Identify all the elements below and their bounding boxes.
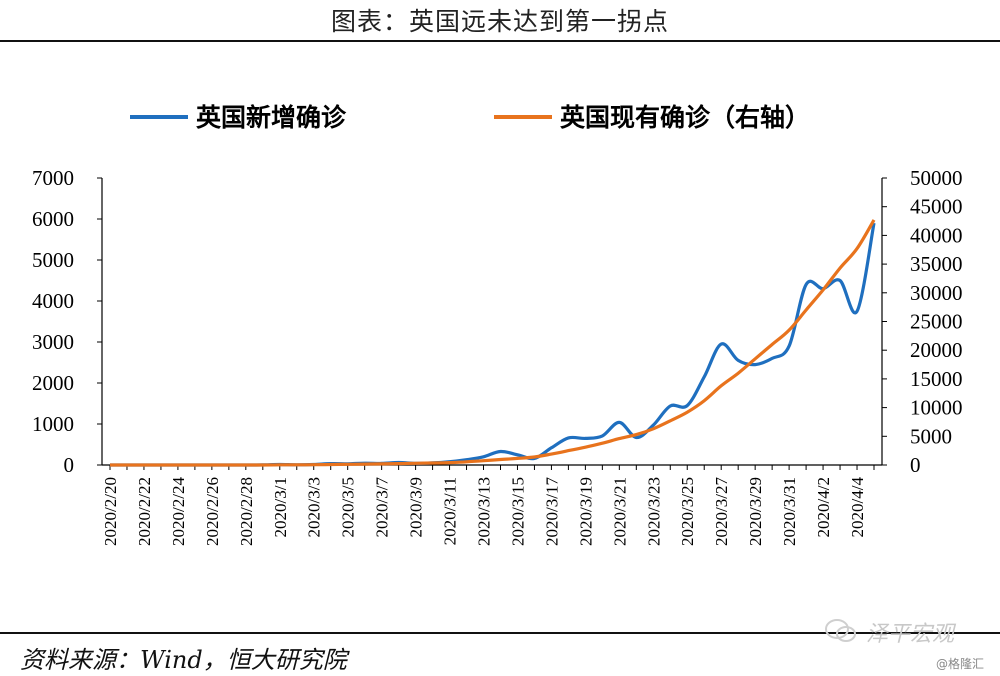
x-tick-label: 2020/3/3 [305,477,324,537]
y-left-tick-label: 7000 [32,166,74,190]
x-tick-label: 2020/3/17 [542,477,561,546]
y-right-tick-label: 10000 [910,396,963,420]
y-right-tick-label: 0 [910,453,921,477]
x-tick-label: 2020/2/22 [135,477,154,546]
x-tick-label: 2020/4/2 [814,477,833,537]
y-right-tick-label: 35000 [910,252,963,276]
y-right-tick-label: 25000 [910,310,963,334]
x-tick-label: 2020/3/13 [475,477,494,546]
x-tick-label: 2020/3/27 [712,477,731,546]
x-tick-label: 2020/3/15 [508,477,527,546]
x-tick-label: 2020/2/24 [169,477,188,546]
x-tick-label: 2020/3/9 [407,477,426,537]
credit-label: @格隆汇 [936,657,985,671]
legend-label-active-cases: 英国现有确诊（右轴） [560,103,810,132]
x-tick-label: 2020/3/29 [746,477,765,546]
x-tick-label: 2020/3/23 [644,477,663,546]
y-left-tick-label: 0 [64,453,75,477]
x-tick-label: 2020/2/28 [237,477,256,546]
y-right-tick-label: 15000 [910,367,963,391]
y-right-tick-label: 5000 [910,424,952,448]
x-tick-label: 2020/3/7 [373,477,392,538]
series-line-new-cases [110,222,876,467]
y-left-tick-label: 1000 [32,412,74,436]
y-right-tick-label: 40000 [910,223,963,247]
footer-divider [0,632,1000,634]
y-left-tick-label: 4000 [32,289,74,313]
x-tick-label: 2020/3/11 [441,477,460,545]
source-note: 资料来源：Wind，恒大研究院 [20,646,347,674]
x-tick-label: 2020/3/1 [271,477,290,537]
x-tick-label: 2020/4/4 [848,477,867,538]
y-right-tick-label: 20000 [910,338,963,362]
x-tick-label: 2020/2/20 [101,477,120,546]
y-left-tick-label: 2000 [32,371,74,395]
plot-area [110,219,876,467]
x-tick-label: 2020/3/31 [780,477,799,546]
x-tick-label: 2020/3/5 [339,477,358,537]
title-divider [0,40,1000,42]
legend-label-new-cases: 英国新增确诊 [196,103,347,132]
x-tick-label: 2020/2/26 [203,477,222,546]
x-tick-label: 2020/3/25 [678,477,697,546]
y-right-tick-label: 45000 [910,195,963,219]
y-left-tick-label: 6000 [32,207,74,231]
y-right-tick-label: 30000 [910,281,963,305]
watermark: 泽平宏观 [866,622,955,647]
legend: 英国新增确诊 英国现有确诊（右轴） [130,103,810,132]
chart-title: 图表：英国远未达到第一拐点 [330,7,669,36]
chart-canvas: 英国新增确诊 英国现有确诊（右轴） 0 1000 2000 3000 4000 5000 6… [32,103,963,546]
x-tick-label: 2020/3/21 [610,477,629,546]
wechat-icon [825,619,856,642]
y-left-tick-label: 5000 [32,248,74,272]
series-line-active-cases [110,219,876,467]
y-right-tick-label: 50000 [910,166,963,190]
y-left-tick-label: 3000 [32,330,74,354]
x-tick-label: 2020/3/19 [576,477,595,546]
axes: 0 1000 2000 3000 4000 5000 6000 7000 0 5000 10000 1… [32,166,963,546]
